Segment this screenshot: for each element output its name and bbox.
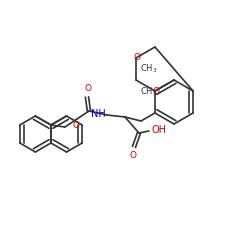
Text: OH: OH [152, 125, 167, 135]
Text: O: O [152, 86, 160, 96]
Text: O: O [130, 151, 136, 160]
Text: NH: NH [91, 109, 106, 119]
Text: CH$_3$: CH$_3$ [140, 62, 158, 75]
Text: O: O [72, 121, 80, 130]
Text: O: O [134, 52, 140, 62]
Text: O: O [84, 84, 91, 93]
Text: CH$_3$: CH$_3$ [140, 85, 158, 98]
